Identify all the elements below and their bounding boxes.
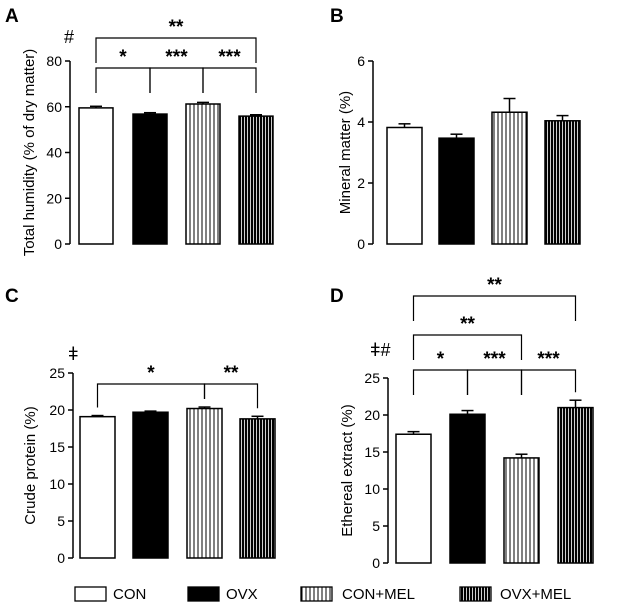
y-tick-label: 0: [357, 236, 365, 252]
y-axis-label: Ethereal extract (%): [339, 404, 356, 537]
bar-ovx-mel: [239, 418, 276, 559]
y-tick-label: 5: [57, 513, 65, 529]
panel-b: B 0 2 4 6 Mineral matter (%): [330, 6, 581, 252]
bar-con: [78, 107, 114, 245]
bar-con-mel: [491, 111, 528, 245]
significance-label: **: [169, 17, 184, 38]
bar-ovx: [449, 413, 486, 564]
legend-swatch-con-mel: [300, 586, 333, 602]
significance-symbol: #: [64, 27, 74, 47]
legend-swatch-ovx-mel: [459, 586, 492, 602]
panel-a: A 0 20 40 60 80 Total humidity (% of dry matte…: [5, 6, 274, 257]
significance-bracket: [202, 67, 257, 93]
y-tick-label: 10: [49, 476, 65, 492]
y-tick-label: 25: [364, 370, 380, 386]
significance-label: **: [224, 363, 239, 384]
significance-bracket: [149, 67, 204, 93]
panel-letter: D: [330, 286, 344, 307]
y-tick-label: 15: [49, 439, 65, 455]
bar-con: [386, 126, 423, 245]
y-tick-label: 80: [46, 53, 62, 69]
y-axis-label: Total humidity (% of dry matter): [21, 49, 38, 257]
y-tick-label: 20: [46, 190, 62, 206]
significance-symbol: ǂ: [68, 344, 79, 364]
significance-label: **: [487, 275, 502, 296]
panel-letter: A: [5, 6, 19, 27]
significance-label: ***: [218, 47, 241, 68]
bar-ovx: [132, 411, 169, 559]
bar-ovx: [132, 113, 168, 245]
significance-bracket: [466, 369, 523, 395]
legend-label: CON: [113, 586, 146, 603]
y-tick-label: 0: [57, 550, 65, 566]
bar-ovx-mel: [557, 406, 594, 564]
panel-letter: C: [5, 286, 19, 307]
y-tick-label: 15: [364, 444, 380, 460]
significance-bracket: [95, 67, 151, 93]
y-tick-label: 0: [372, 555, 380, 571]
significance-label: *: [147, 363, 155, 384]
significance-bracket: [203, 383, 259, 409]
significance-bracket: [412, 295, 577, 321]
bar-ovx-mel: [238, 115, 274, 245]
bar-ovx: [438, 137, 475, 245]
legend-label: OVX+MEL: [500, 586, 571, 603]
y-axis-label: Crude protein (%): [22, 406, 39, 524]
y-tick-label: 5: [372, 518, 380, 534]
significance-bracket: [520, 369, 577, 395]
y-tick-label: 20: [49, 402, 65, 418]
legend-swatch-ovx: [187, 586, 220, 602]
significance-symbol: ǂ#: [370, 340, 391, 360]
significance-label: ***: [483, 349, 506, 370]
y-tick-label: 6: [357, 53, 365, 69]
significance-bracket: [412, 334, 523, 360]
significance-label: ***: [537, 349, 560, 370]
legend: CON OVX CON+MEL OVX+MEL: [74, 586, 571, 603]
significance-bracket: [412, 369, 469, 395]
significance-label: *: [119, 47, 127, 68]
y-tick-label: 4: [357, 114, 365, 130]
bar-con: [395, 433, 432, 564]
bar-ovx-mel: [544, 120, 581, 245]
legend-label: OVX: [226, 586, 258, 603]
legend-label: CON+MEL: [342, 586, 415, 603]
y-tick-label: 25: [49, 365, 65, 381]
legend-swatch-con: [74, 586, 107, 602]
bar-con: [79, 415, 116, 559]
y-tick-label: 60: [46, 99, 62, 115]
y-tick-label: 10: [364, 481, 380, 497]
significance-label: **: [460, 314, 475, 335]
bar-con-mel: [503, 457, 540, 564]
panel-letter: B: [330, 6, 344, 27]
y-tick-label: 0: [54, 236, 62, 252]
significance-label: ***: [165, 47, 188, 68]
bar-con-mel: [186, 407, 223, 559]
y-tick-label: 20: [364, 407, 380, 423]
y-tick-label: 40: [46, 145, 62, 161]
significance-bracket: [96, 383, 206, 408]
bar-con-mel: [185, 103, 221, 245]
significance-bracket: [95, 37, 257, 63]
y-axis-label: Mineral matter (%): [337, 91, 354, 214]
y-tick-label: 2: [357, 175, 365, 191]
significance-label: *: [437, 349, 445, 370]
